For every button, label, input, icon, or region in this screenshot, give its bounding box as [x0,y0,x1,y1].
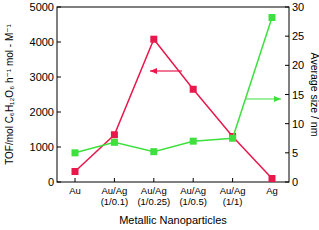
x-tick-label-line: Au/Ag [220,185,246,196]
x-tick-label: Au/Ag(1/0.1) [101,185,128,207]
x-tick-label: Au/Ag(1/1) [220,185,246,207]
x-tick [232,178,233,182]
y2-axis-label: Average size / nm [309,53,319,137]
axis-arrowhead [274,96,281,102]
chart: 0 1000 2000 3000 4000 5000 0 5 10 15 20 25 30 Au Au/Ag… [0,0,319,230]
axis-arrowhead [150,68,157,74]
y2-tick-label: 30 [292,1,304,13]
series-marker [111,139,118,146]
series-marker [150,36,157,43]
x-tick [153,178,154,182]
plot-frame [57,7,289,182]
x-tick-label-line: (1/0.25) [137,196,170,207]
series-marker [190,138,197,145]
series-marker [150,148,157,155]
y-tick [57,7,61,8]
series-marker [190,86,197,93]
y-tick [57,77,61,78]
x-axis-label: Metallic Nanoparticles [119,214,227,226]
series-marker [111,131,118,138]
y-tick-label: 0 [48,176,54,188]
series-marker [229,135,236,142]
y2-tick-label: 20 [292,59,304,71]
x-tick-label: Au/Ag(1/0.5) [179,185,206,207]
x-tick [193,178,194,182]
x-tick-label-line: (1/1) [223,196,243,207]
y-tick [57,112,61,113]
x-tick-label: Au [69,185,81,196]
x-tick-label-line: (1/0.5) [179,196,206,207]
x-tick-label-line: Au [69,185,81,196]
x-tick-label: Au/Ag(1/0.25) [137,185,170,207]
y2-tick-label: 5 [292,147,298,159]
y2-tick [285,36,289,37]
plot-area [72,14,276,182]
y2-tick [285,65,289,66]
x-tick [114,178,115,182]
y2-tick-label: 25 [292,30,304,42]
x-tick-label-line: Au/Ag [101,185,127,196]
y2-tick-label: 15 [292,89,304,101]
x-tick-label: Ag [266,185,278,196]
y-tick-label: 5000 [30,1,54,13]
series-marker [269,175,276,182]
y-axis-label: TOF/mol C₆H₁₂O₆ h⁻¹ mol - M⁻¹ [4,23,15,164]
y-tick-label: 3000 [30,71,54,83]
x-tick-label-line: Ag [266,185,278,196]
y-tick [57,182,61,183]
y2-tick-label: 0 [292,176,298,188]
y2-tick-label: 10 [292,118,304,130]
x-tick [75,178,76,182]
y2-tick [285,7,289,8]
y-tick-label: 4000 [30,36,54,48]
series-marker [269,14,276,21]
y2-tick [285,152,289,153]
series-line [75,18,272,153]
y2-tick [285,182,289,183]
y-tick [57,42,61,43]
y2-tick [285,123,289,124]
x-tick-label-line: Au/Ag [180,185,206,196]
y-tick-label: 1000 [30,141,54,153]
x-tick-label-line: (1/0.1) [101,196,128,207]
y-tick-label: 2000 [30,106,54,118]
series-marker [72,168,79,175]
x-tick-label-line: Au/Ag [141,185,167,196]
y-tick [57,147,61,148]
y2-tick [285,94,289,95]
series-marker [72,149,79,156]
